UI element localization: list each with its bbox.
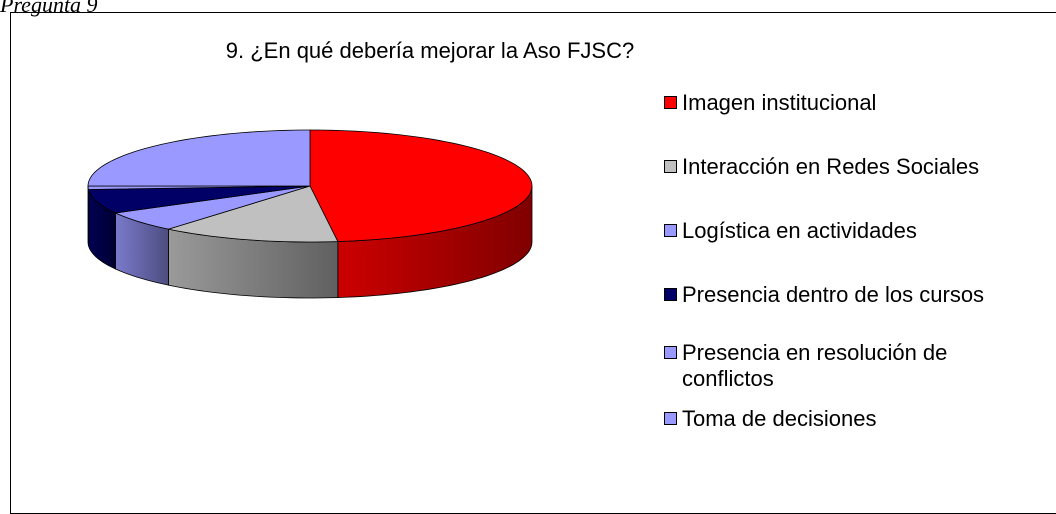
legend-item: Presencia en resolución de conflictos — [664, 340, 1042, 392]
legend-item: Imagen institucional — [664, 90, 1042, 116]
legend-item: Interacción en Redes Sociales — [664, 154, 1042, 180]
legend-swatch — [664, 412, 677, 425]
legend-label: Interacción en Redes Sociales — [682, 154, 979, 179]
legend-swatch — [664, 96, 677, 109]
legend-swatch — [664, 224, 677, 237]
legend-label: Presencia en resolución de conflictos — [682, 340, 947, 391]
legend-label: Imagen institucional — [682, 90, 876, 115]
legend-swatch — [664, 346, 677, 359]
slice — [88, 130, 310, 186]
legend-swatch — [664, 288, 677, 301]
legend-item: Toma de decisiones — [664, 406, 1042, 432]
legend-label: Presencia dentro de los cursos — [682, 282, 984, 307]
chart-title: 9. ¿En qué debería mejorar la Aso FJSC? — [226, 38, 634, 63]
page: Pregunta 9 9. ¿En qué debería mejorar la… — [0, 0, 1056, 496]
legend-item: Presencia dentro de los cursos — [664, 282, 1042, 308]
legend-item: Logística en actividades — [664, 218, 1042, 244]
legend-label: Toma de decisiones — [682, 406, 876, 431]
legend-label: Logística en actividades — [682, 218, 917, 243]
legend-swatch — [664, 160, 677, 173]
